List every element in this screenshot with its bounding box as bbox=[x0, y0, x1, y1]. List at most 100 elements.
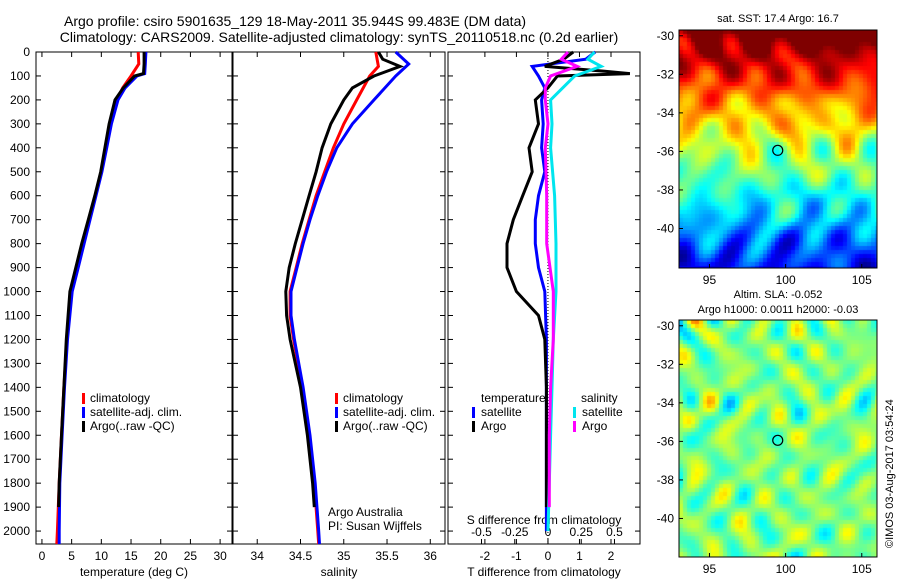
y-tick-label: 600 bbox=[10, 189, 30, 203]
lat-tick-label: -36 bbox=[657, 434, 675, 448]
legend-label: satellite bbox=[582, 405, 623, 419]
y-tick-label: 1700 bbox=[3, 452, 30, 466]
legend-swatch bbox=[335, 407, 338, 418]
y-tick-label: 1800 bbox=[3, 476, 30, 490]
y-tick-label: 100 bbox=[10, 69, 30, 83]
legend-swatch bbox=[573, 421, 576, 432]
title-line-2: Climatology: CARS2009. Satellite-adjuste… bbox=[60, 29, 618, 45]
legend-swatch bbox=[82, 393, 85, 404]
x2-tick-label: -0.25 bbox=[501, 525, 529, 539]
x-tick-label: 20 bbox=[154, 549, 168, 563]
argo-location-marker bbox=[772, 434, 784, 446]
y-tick-label: 1000 bbox=[3, 285, 30, 299]
legend-label: Argo(..raw -QC) bbox=[90, 419, 175, 433]
x-tick-label: 5 bbox=[68, 549, 75, 563]
lon-tick-label: 95 bbox=[703, 273, 717, 287]
y-tick-label: 200 bbox=[10, 93, 30, 107]
y-tick-label: 2000 bbox=[3, 524, 30, 538]
lon-tick-label: 105 bbox=[852, 562, 872, 576]
sla-map-image bbox=[679, 320, 877, 557]
salinity-panel: 34 34.5 35 35.5 36 salinity climatologysatelli… bbox=[232, 50, 446, 579]
x-tick-label: 0 bbox=[39, 549, 46, 563]
y-tick-label: 1200 bbox=[3, 332, 30, 346]
y-tick-label: 1900 bbox=[3, 500, 30, 514]
sla-map-title: Altim. SLA: -0.052 bbox=[734, 289, 823, 301]
lon-tick-label: 100 bbox=[776, 562, 796, 576]
lon-tick-label: 95 bbox=[703, 562, 717, 576]
x-tick-label: 10 bbox=[95, 549, 109, 563]
series-line-Argo-raw-QC- bbox=[57, 52, 146, 508]
x-tick-label: 36 bbox=[424, 549, 438, 563]
legend-label: Argo bbox=[481, 419, 507, 433]
imos-timestamp: ©IMOS 03-Aug-2017 03:54:24 bbox=[884, 399, 896, 548]
series-line-climatology bbox=[288, 51, 381, 545]
lat-tick-label: -34 bbox=[657, 396, 675, 410]
y-tick-label: 300 bbox=[10, 117, 30, 131]
y-tick-label: 1300 bbox=[3, 356, 30, 370]
legend-swatch bbox=[335, 393, 338, 404]
lat-tick-label: -30 bbox=[657, 29, 675, 43]
title-line-1: Argo profile: csiro 5901635_129 18-May-2… bbox=[64, 13, 526, 29]
legend-swatch bbox=[82, 407, 85, 418]
x-axis-label: salinity bbox=[321, 565, 358, 579]
series-line-salinity-satellite bbox=[546, 50, 605, 532]
x-tick-label: 34.5 bbox=[289, 549, 313, 563]
legend-swatch bbox=[472, 407, 475, 418]
legend-label: climatology bbox=[343, 391, 403, 405]
x2-tick-label: -0.5 bbox=[471, 525, 492, 539]
y-tick-label: 0 bbox=[23, 45, 30, 59]
lon-tick-label: 105 bbox=[852, 273, 872, 287]
sst-map-image bbox=[679, 30, 877, 268]
temperature-panel: 0 5 10 15 20 25 30 temperature (deg C) 0 100 200 30… bbox=[3, 45, 233, 579]
x-tick-label: 0 bbox=[545, 549, 552, 563]
lat-tick-label: -40 bbox=[657, 511, 675, 525]
difference-axes-frame bbox=[447, 51, 641, 545]
legend-label: climatology bbox=[90, 391, 150, 405]
legend-header-salinity: salinity bbox=[581, 391, 618, 405]
y-tick-label: 1400 bbox=[3, 380, 30, 394]
sst-map-frame bbox=[678, 29, 878, 269]
lat-tick-label: -30 bbox=[657, 319, 675, 333]
y-tick-label: 1100 bbox=[4, 308, 30, 322]
y-tick-label: 1500 bbox=[3, 404, 30, 418]
lat-tick-label: -32 bbox=[657, 67, 675, 81]
x-tick-label: -2 bbox=[480, 549, 491, 563]
y-tick-label: 500 bbox=[10, 165, 30, 179]
x-tick-label: 34 bbox=[251, 549, 265, 563]
temperature-axes-frame bbox=[35, 51, 233, 545]
sst-map-title: sat. SST: 17.4 Argo: 16.7 bbox=[717, 13, 839, 25]
lat-tick-label: -36 bbox=[657, 144, 675, 158]
x-tick-label: 15 bbox=[124, 549, 138, 563]
x-tick-label: 25 bbox=[184, 549, 198, 563]
x-tick-label: 2 bbox=[608, 549, 615, 563]
legend-label: satellite-adj. clim. bbox=[343, 405, 435, 419]
sla-map-frame bbox=[678, 319, 878, 558]
argo-location-marker bbox=[772, 144, 784, 156]
sla-map-axes: Altim. SLA: -0.052 Argo h1000: 0.0011 h20… bbox=[657, 289, 878, 576]
annotation-line-1: Argo Australia bbox=[328, 505, 403, 519]
legend-swatch bbox=[335, 421, 338, 432]
x-axis-label: T difference from climatology bbox=[467, 565, 621, 579]
legend-label: Argo bbox=[582, 419, 608, 433]
y-tick-label: 400 bbox=[10, 141, 30, 155]
series-line-satellite-adj-clim- bbox=[289, 50, 411, 545]
series-line-temperature-Argo bbox=[505, 50, 631, 508]
sla-map-subtitle: Argo h1000: 0.0011 h2000: -0.03 bbox=[698, 304, 859, 316]
series-line-satellite-adj-clim- bbox=[57, 51, 148, 544]
y-tick-label: 1600 bbox=[3, 428, 30, 442]
series-line-temperature-satellite bbox=[529, 50, 597, 532]
legend-swatch bbox=[472, 421, 475, 432]
annotation-line-2: PI: Susan Wijffels bbox=[328, 519, 422, 533]
x-tick-label: 1 bbox=[576, 549, 583, 563]
lat-tick-label: -40 bbox=[657, 221, 675, 235]
series-line-salinity-Argo bbox=[543, 50, 582, 508]
lat-tick-label: -38 bbox=[657, 473, 675, 487]
lat-tick-label: -38 bbox=[657, 183, 675, 197]
legend-label: Argo(..raw -QC) bbox=[343, 419, 428, 433]
legend-label: satellite-adj. clim. bbox=[90, 405, 182, 419]
x2-tick-label: 0.5 bbox=[606, 525, 623, 539]
x-tick-label: 30 bbox=[213, 549, 227, 563]
x-tick-label: 35.5 bbox=[375, 549, 399, 563]
